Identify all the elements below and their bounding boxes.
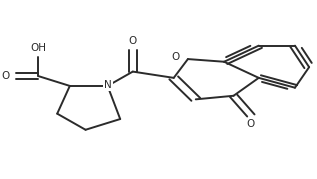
Text: OH: OH xyxy=(30,43,46,53)
Text: O: O xyxy=(129,36,137,46)
Text: O: O xyxy=(247,119,255,129)
Text: N: N xyxy=(104,80,112,90)
Text: O: O xyxy=(2,71,10,81)
Text: O: O xyxy=(172,52,180,62)
